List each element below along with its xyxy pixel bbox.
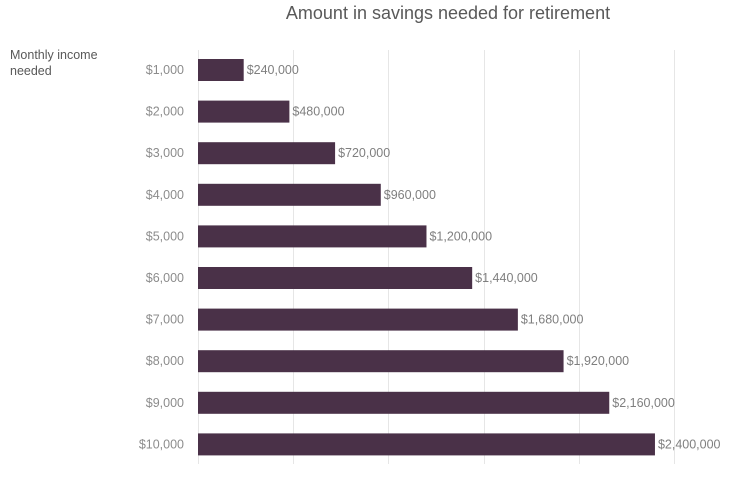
category-label-1: $1,000 [146, 63, 184, 77]
category-labels: $1,000 $2,000 $3,000 $4,000 $5,000 $6,000 $7,0… [139, 63, 184, 451]
bar-2 [198, 100, 290, 123]
data-label-10: $2,400,000 [658, 437, 721, 451]
category-label-6: $6,000 [146, 271, 184, 285]
bar-4 [198, 183, 381, 206]
data-label-4: $960,000 [384, 188, 436, 202]
category-label-5: $5,000 [146, 229, 184, 243]
y-axis-label-line-2: needed [10, 64, 52, 78]
data-label-5: $1,200,000 [429, 229, 492, 243]
data-label-7: $1,680,000 [521, 313, 584, 327]
data-label-6: $1,440,000 [475, 271, 538, 285]
bar-8 [198, 350, 564, 373]
category-label-8: $8,000 [146, 354, 184, 368]
category-label-7: $7,000 [146, 313, 184, 327]
data-label-8: $1,920,000 [567, 354, 630, 368]
y-axis-label: Monthly income needed [10, 47, 114, 79]
bar-9 [198, 391, 610, 414]
data-label-2: $480,000 [292, 105, 344, 119]
data-label-1: $240,000 [247, 63, 299, 77]
y-axis-label-line-1: Monthly income [10, 48, 98, 62]
chart-title: Amount in savings needed for retirement [285, 3, 611, 23]
bar-1 [198, 59, 244, 81]
bar-7 [198, 308, 518, 331]
bars [198, 59, 655, 456]
data-label-9: $2,160,000 [612, 396, 675, 410]
category-label-9: $9,000 [146, 396, 184, 410]
bar-3 [198, 142, 336, 165]
category-label-2: $2,000 [146, 105, 184, 119]
bar-6 [198, 267, 473, 289]
bar-5 [198, 225, 427, 248]
data-label-3: $720,000 [338, 146, 390, 160]
category-label-3: $3,000 [146, 146, 184, 160]
category-label-10: $10,000 [139, 437, 184, 451]
bar-10 [198, 433, 655, 456]
data-labels: $240,000 $480,000 $720,000 $960,000 $1,200,0… [247, 63, 721, 451]
category-label-4: $4,000 [146, 188, 184, 202]
